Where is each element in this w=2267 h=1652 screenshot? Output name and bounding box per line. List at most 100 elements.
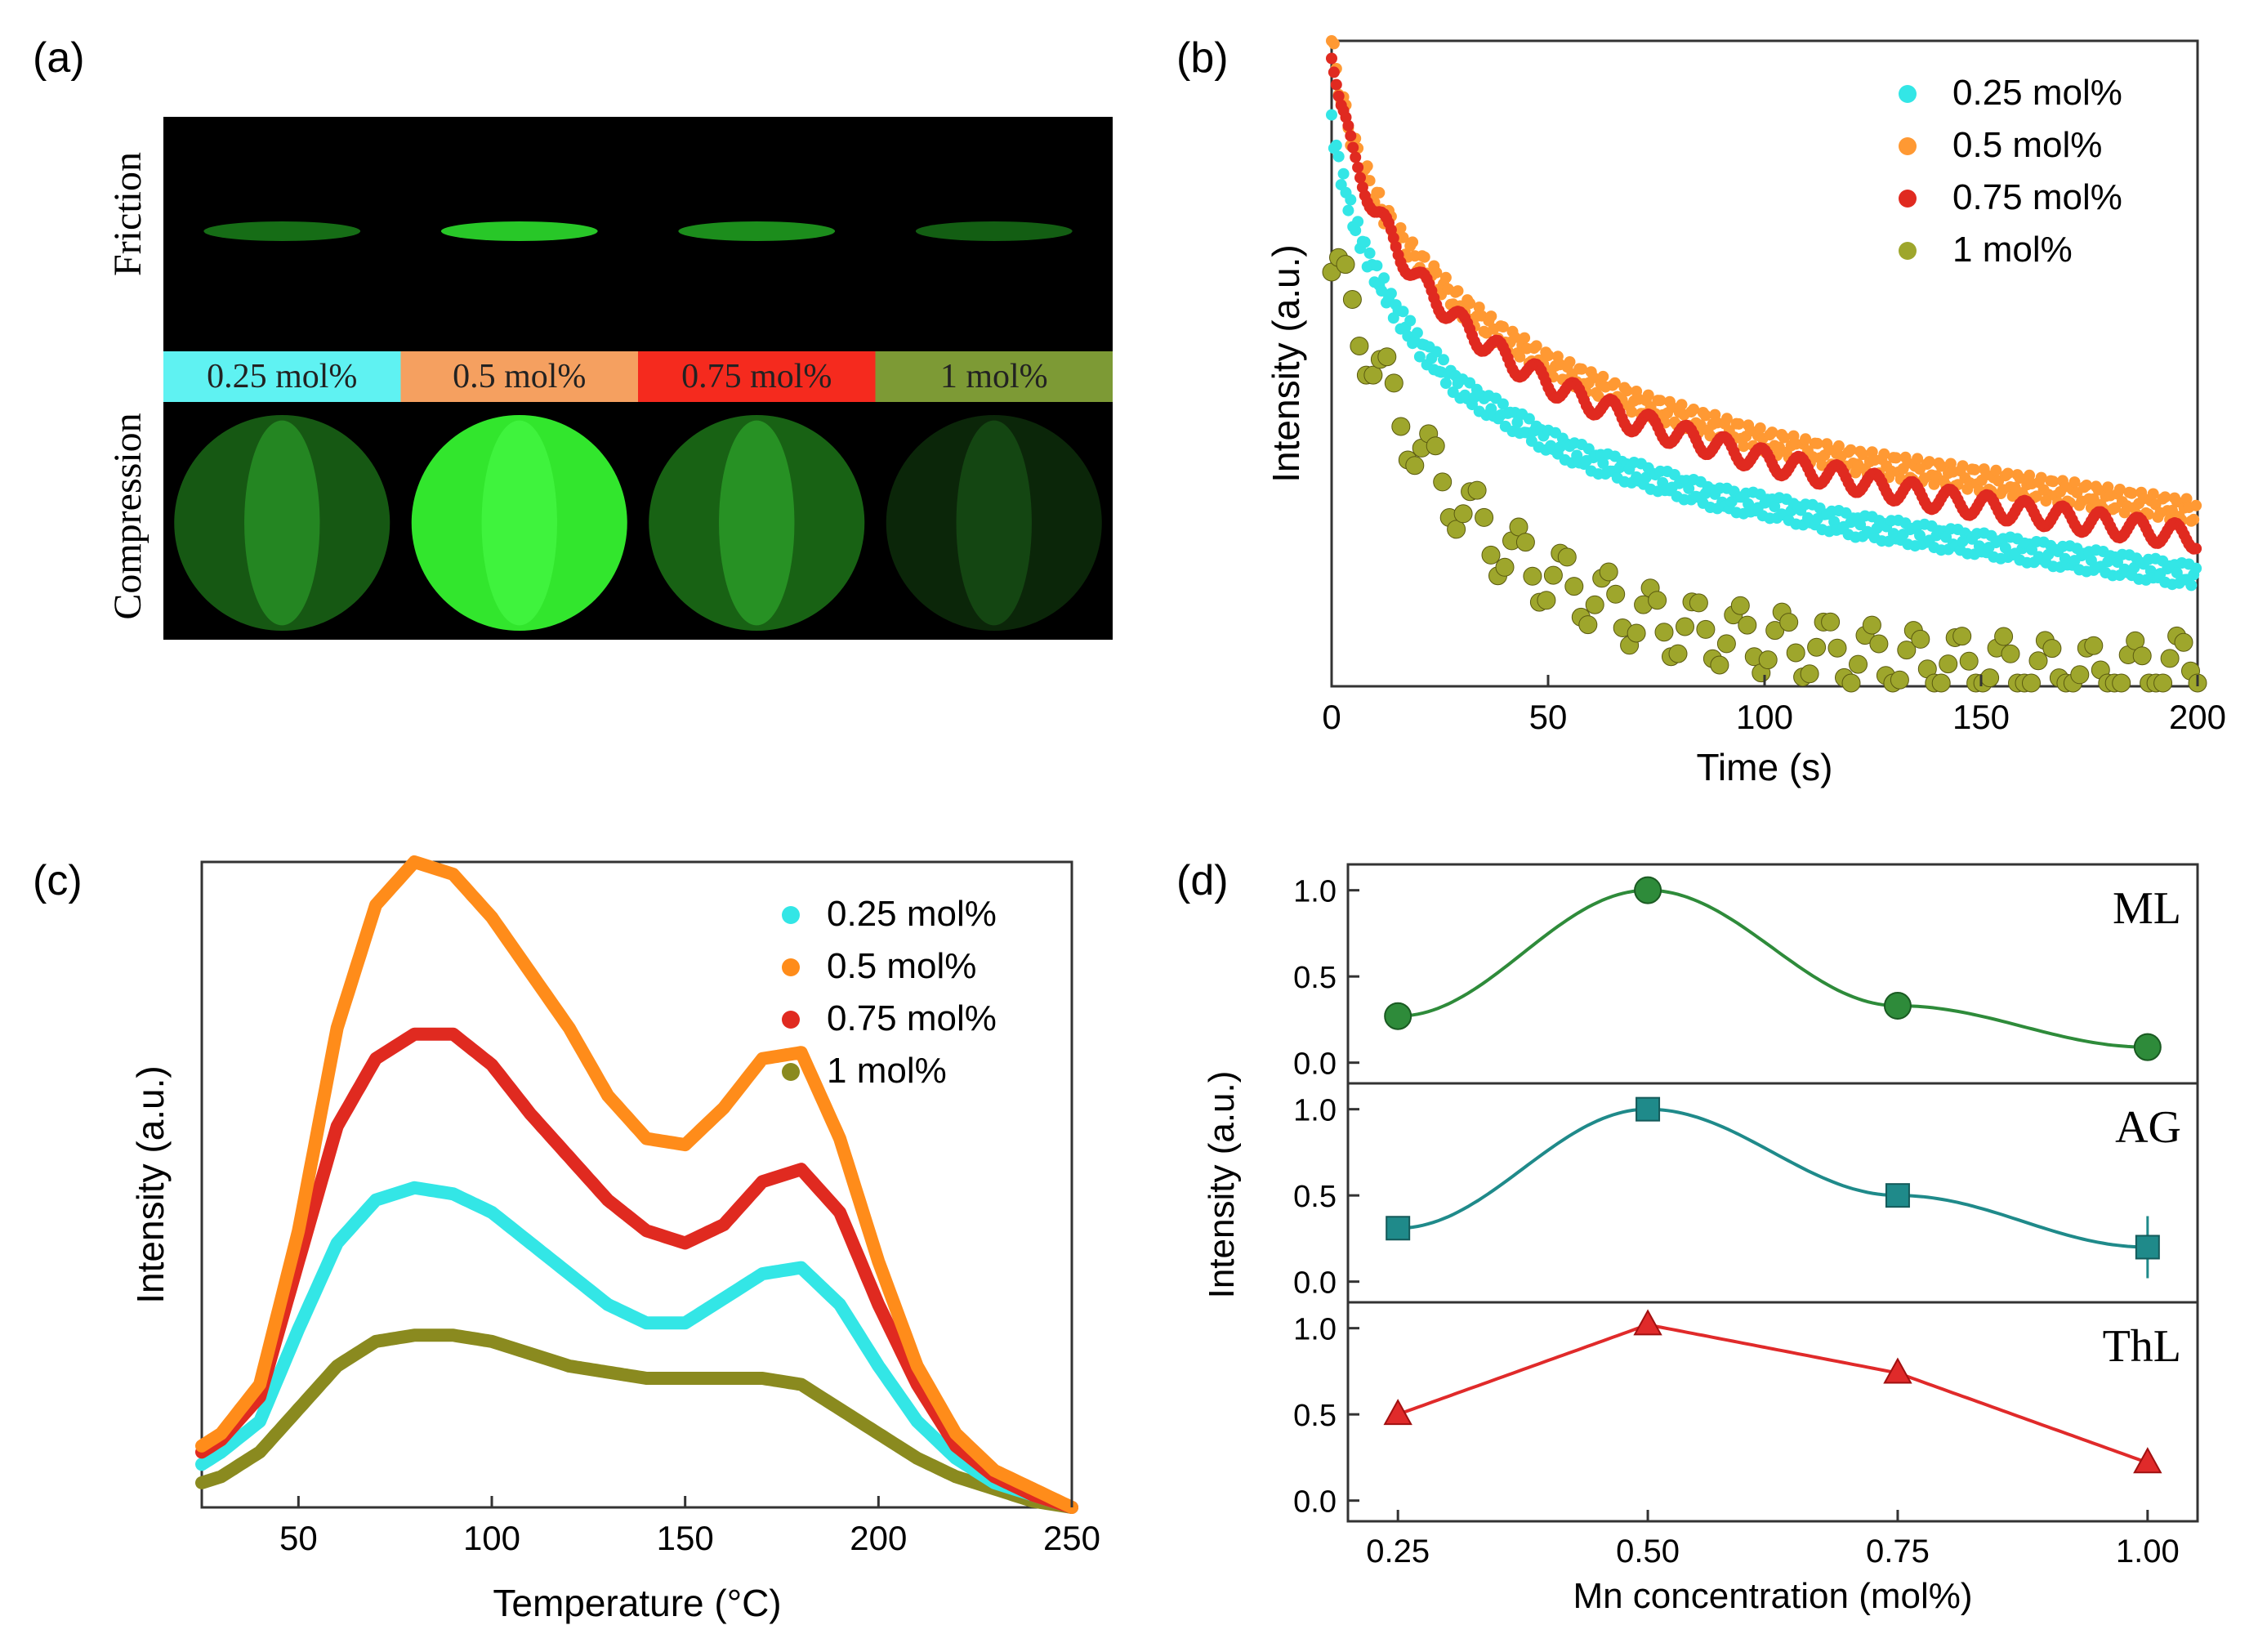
chart-b-point-s3-89 [1939,654,1958,674]
chart-b-point-s0-8 [1345,194,1357,206]
chart-d-curve-2 [1397,1323,2149,1465]
chart-d-xlabel: Mn concentration (mol%) [1573,1576,1972,1616]
chart-c-line-2 [195,1027,1078,1514]
chart-b-point-s3-98 [2001,644,2020,663]
chart-b-point-s3-41 [1606,584,1626,604]
chart-b-point-s1-279 [1990,464,2002,476]
chart-b-point-s3-67 [1786,643,1805,663]
chart-b-point-s3-48 [1654,623,1674,642]
chart-b-point-s1-246 [1912,453,1924,465]
chart-d-marker-1-0 [1386,1216,1411,1241]
chart-b-xlabel: Time (s) [1697,746,1833,788]
chart-b-point-s3-4 [1350,337,1369,355]
compression-disc-0 [174,415,390,631]
chart-b-point-s1-284 [2001,467,2014,480]
friction-glow-0 [203,221,361,241]
chart-b-point-s3-38 [1585,595,1604,614]
chart-c-legend-label-0: 0.25 mol% [827,894,997,934]
row-label-compression: Compression [106,413,149,619]
chart-b-point-s1-48 [1439,271,1452,284]
chart-c-xlabel: Temperature (°C) [493,1582,781,1624]
chart-b-point-s3-91 [1952,627,1972,646]
chart-b-point-s3-64 [1765,621,1785,641]
chart-b-point-s1-218 [1845,444,1857,456]
chart-d-xtick-label-1: 0.50 [1616,1534,1680,1569]
chart-b-point-s3-16 [1433,472,1453,492]
sample-band-3 [875,351,1113,402]
chart-b-point-s1-359 [2180,493,2193,505]
chart-d-subplot-title-0: ML [2113,883,2181,934]
chart-b-point-s1-180 [1754,422,1766,434]
chart-b-point-s1-39 [1418,251,1430,263]
chart-b-point-s0-19 [1371,260,1383,272]
chart-b-point-s3-66 [1779,613,1799,632]
chart-b-point-s1-67 [1485,310,1497,323]
chart-b-point-s1-29 [1395,222,1407,234]
chart-b-point-s0-58 [1464,377,1476,389]
chart-b-point-s3-92 [1959,651,1979,671]
chart-b-point-s3-25 [1495,557,1515,577]
chart-d-marker-2-2 [1883,1357,1912,1384]
chart-b-point-s3-72 [1821,612,1841,632]
row-label-friction: Friction [106,152,149,276]
chart-b-point-s3-10 [1391,417,1411,436]
chart-d-marker-2-3 [2133,1447,2162,1474]
chart-b-point-s3-9 [1384,373,1403,393]
chart-b-point-s0-11 [1352,216,1364,228]
chart-b-point-s3-59 [1730,596,1750,615]
chart-b-point-s1-124 [1621,385,1633,397]
chart-b-point-s1-114 [1597,370,1609,382]
chart-b-point-s1-363 [2190,499,2202,511]
chart-b-point-s1-77 [1509,331,1521,343]
chart-b-point-s1-147 [1676,399,1688,411]
chart-d-frame-1 [1346,1082,2199,1304]
chart-b-point-s1-362 [2188,513,2200,525]
chart-b-point-s3-2 [1336,255,1355,275]
chart-b-point-s0-21 [1376,285,1388,297]
chart-d-ytick-label-1-1: 0.5 [1293,1180,1337,1214]
chart-b-point-s2-7 [1342,119,1354,132]
chart-b-point-s1-91 [1542,350,1555,362]
chart-d-marker-0-0 [1384,1002,1412,1030]
chart-b-point-s0-36 [1411,327,1423,339]
chart-b-point-s1-30 [1397,231,1409,243]
panel-label-c: (c) [33,857,83,904]
panel-label-d: (d) [1176,857,1229,904]
chart-b-xtick-label-4: 200 [2169,698,2226,736]
chart-b-point-s3-104 [2042,639,2062,659]
compression-glow-0 [244,420,320,626]
chart-b-point-s0-355 [2171,567,2183,579]
chart-b-point-s3-85 [1911,629,1930,649]
chart-b-point-s3-70 [1807,637,1827,657]
sample-label-1: 0.5 mol% [453,358,586,395]
chart-d-ytick-label-0-0: 0.0 [1293,1047,1337,1082]
chart-c-line-1 [195,855,1078,1514]
chart-c-legend-marker-0 [782,906,800,924]
chart-b-point-s1-336 [2126,487,2138,499]
photo-panel: 0.25 mol% 0.5 mol% 0.75 mol% 1 mol% Frictio… [106,117,1113,640]
chart-b-point-s1-298 [2035,471,2047,484]
chart-b-point-s2-0 [1326,52,1337,65]
chart-d-ytick-label-2-0: 0.0 [1293,1485,1337,1520]
friction-glow-2 [678,221,836,241]
chart-b-point-s3-15 [1426,436,1445,456]
chart-b-point-s0-7 [1342,204,1354,217]
chart-b-point-s3-8 [1377,347,1397,367]
chart-d-frame-0 [1346,863,2199,1085]
chart-b-point-s3-23 [1481,545,1501,565]
chart-b-point-s1-289 [2014,472,2026,484]
chart-c-xtick-label-4: 250 [1043,1519,1100,1557]
chart-b-point-s3-51 [1676,617,1694,636]
chart-b-point-s1-34 [1407,236,1419,248]
friction-glow-3 [915,221,1073,241]
chart-b-point-s1-204 [1811,437,1823,449]
sample-label-3: 1 mol% [940,358,1048,395]
chart-b-point-s0-83 [1523,413,1535,425]
chart-b-xtick-label-2: 100 [1736,698,1793,736]
chart-b-point-s3-37 [1578,615,1598,635]
chart-b-point-s1-213 [1832,440,1845,452]
chart-b-point-s1-58 [1464,297,1476,310]
chart-b-point-s3-79 [1869,634,1889,654]
chart-b-point-s1-199 [1800,433,1812,445]
chart-b-point-s1-185 [1766,426,1778,439]
